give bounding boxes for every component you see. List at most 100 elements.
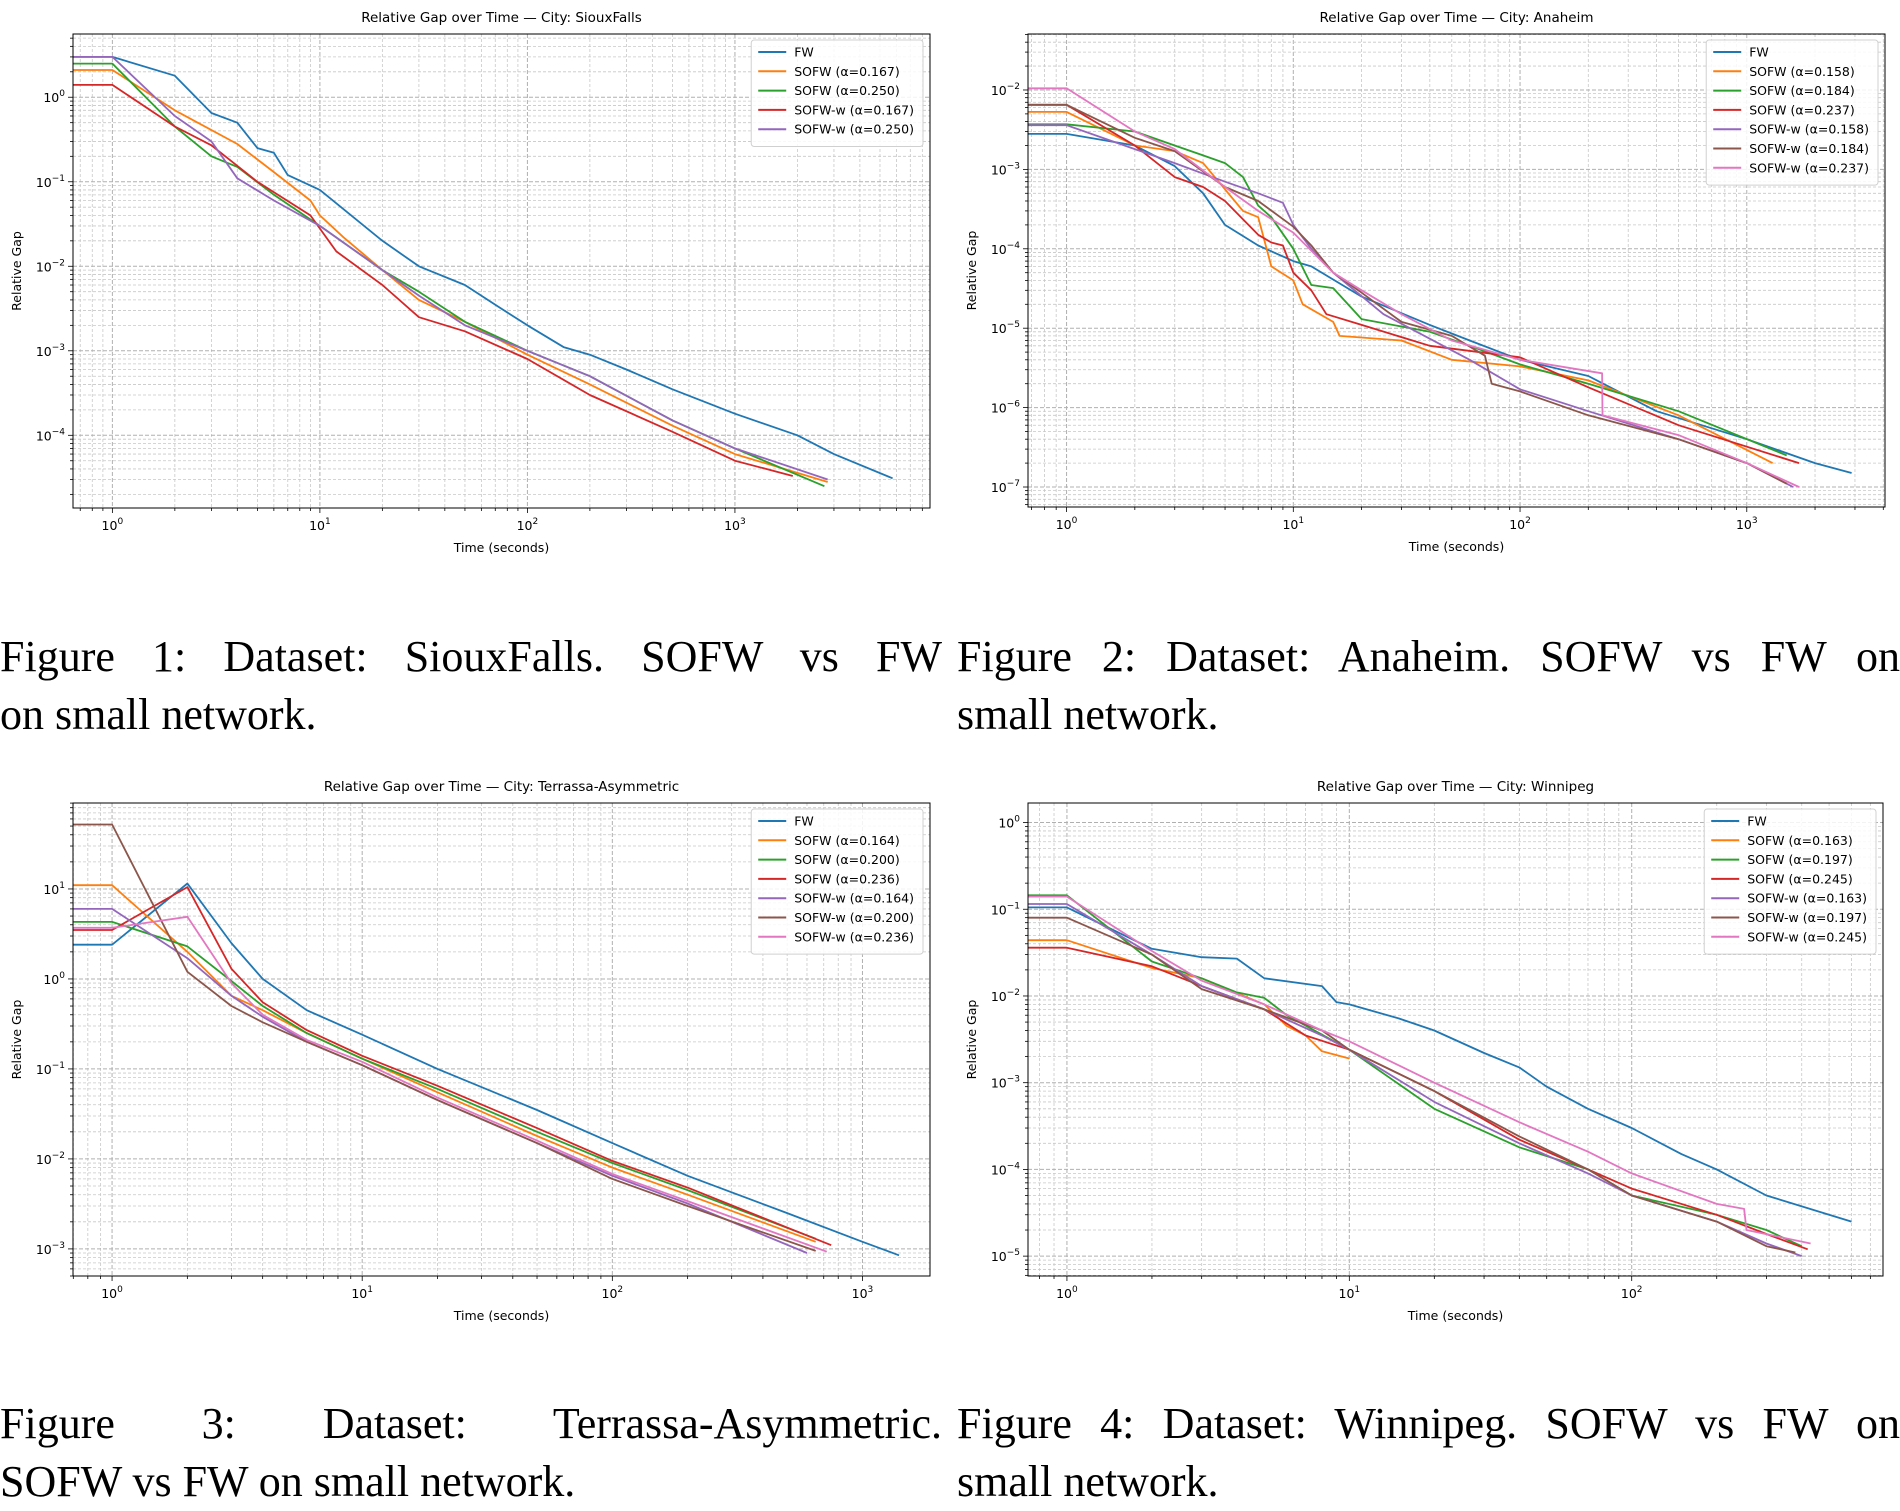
legend-label: SOFW (α=0.200) (794, 852, 900, 867)
tick-label-base: 10 (991, 321, 1007, 336)
legend-box (750, 39, 924, 147)
series-line-sofw-0-167- (73, 69, 828, 483)
chart-title: Relative Gap over Time — City: Anaheim (1320, 10, 1594, 26)
caption-line: SOFW vs FW on small network. (0, 1457, 576, 1506)
tick-label-base: 10 (1621, 1286, 1637, 1301)
legend-item: FW (1711, 814, 1767, 829)
legend-item: SOFW-w (α=0.250) (758, 122, 914, 137)
legend-label: FW (794, 814, 814, 829)
legend-item: SOFW (α=0.200) (758, 852, 900, 867)
tick-label-exponent: 0 (1072, 1285, 1078, 1295)
tick-label-base: 10 (102, 518, 118, 533)
tick-label-base: 10 (43, 90, 59, 105)
legend-item: SOFW-w (α=0.197) (1711, 910, 1867, 925)
legend-item: FW (758, 814, 814, 829)
y-axis-label: Relative Gap (9, 231, 24, 311)
tick-label-base: 10 (991, 1162, 1007, 1177)
legend-label: SOFW (α=0.164) (794, 833, 900, 848)
tick-label-base: 10 (991, 989, 1007, 1004)
axes-frame (1027, 802, 1884, 1277)
y-tick-label: 10−4 (991, 1161, 1020, 1177)
x-tick-label: 103 (1736, 516, 1758, 532)
axes-frame (72, 802, 931, 1277)
tick-label-exponent: 1 (367, 1285, 373, 1295)
tick-label-exponent: 1 (1298, 516, 1304, 526)
legend-label: SOFW-w (α=0.184) (1749, 141, 1869, 156)
legend-label: FW (1749, 45, 1769, 60)
series-line-sofw-0-236- (73, 886, 832, 1247)
tick-label-base: 10 (101, 1286, 117, 1301)
series-line-fw (73, 56, 893, 480)
legend: FW SOFW (α=0.158) SOFW (α=0.184) SOFW (α=0.… (1705, 39, 1879, 186)
tick-label-base: 10 (1056, 1286, 1072, 1301)
y-tick-label: 10−7 (991, 479, 1020, 495)
legend-label: SOFW-w (α=0.164) (794, 891, 914, 906)
legend-label: SOFW (α=0.184) (1749, 83, 1855, 98)
series-line-sofw-w-0-237- (1028, 87, 1800, 488)
tick-label-exponent: 2 (1525, 516, 1531, 526)
axes-frame (72, 33, 931, 509)
caption-line: on small network. (0, 690, 317, 739)
tick-label-base: 10 (36, 1062, 52, 1077)
tick-label-base: 10 (998, 816, 1014, 831)
legend-label: SOFW-w (α=0.158) (1749, 122, 1869, 137)
grid (1028, 803, 1883, 1276)
legend-label: SOFW-w (α=0.197) (1747, 910, 1867, 925)
series-line-sofw-0-164- (73, 884, 817, 1243)
y-tick-label: 10−5 (991, 1248, 1020, 1264)
y-axis-label: Relative Gap (964, 1000, 979, 1080)
y-tick-label: 10−3 (36, 1241, 65, 1257)
y-tick-label: 10−6 (991, 400, 1020, 416)
y-tick-label: 100 (998, 815, 1020, 831)
y-tick-label: 10−1 (991, 901, 1020, 917)
tick-label-exponent: −5 (1007, 320, 1020, 330)
y-tick-label: 10−3 (36, 343, 65, 359)
caption-line: small network. (957, 690, 1219, 739)
tick-label-exponent: 2 (1637, 1285, 1643, 1295)
legend-label: SOFW-w (α=0.245) (1747, 929, 1867, 944)
tick-label-base: 10 (36, 428, 52, 443)
tick-label-base: 10 (1509, 517, 1525, 532)
chart-title: Relative Gap over Time — City: Terrassa-… (324, 779, 679, 795)
legend-label: SOFW (α=0.163) (1747, 833, 1853, 848)
tick-label-exponent: −4 (52, 427, 66, 437)
legend-label: SOFW-w (α=0.250) (794, 122, 914, 137)
legend-item: FW (758, 45, 814, 60)
legend-label: SOFW (α=0.158) (1749, 64, 1855, 79)
caption-line: Figure 3: Dataset: Terrassa-Asymmetric. (0, 1399, 942, 1448)
tick-label-exponent: 0 (1072, 516, 1078, 526)
legend: FW SOFW (α=0.167) SOFW (α=0.250) SOFW-w (α=… (750, 39, 924, 147)
x-axis-label: Time (seconds) (453, 540, 549, 555)
y-tick-label: 10−2 (991, 988, 1020, 1004)
figure-2-caption: Figure 2: Dataset: Anaheim. SOFW vs FW o… (957, 628, 1900, 744)
y-tick-label: 10−3 (991, 161, 1020, 177)
tick-label-base: 10 (36, 344, 52, 359)
x-axis-label: Time (seconds) (1408, 539, 1504, 554)
legend-item: SOFW-w (α=0.164) (758, 891, 914, 906)
series-line-sofw-w-0-245- (1028, 895, 1811, 1245)
legend-label: SOFW (α=0.236) (794, 871, 900, 886)
legend-item: FW (1713, 45, 1769, 60)
legend-item: SOFW (α=0.167) (758, 64, 900, 79)
tick-label-exponent: −1 (52, 174, 65, 184)
tick-label-base: 10 (991, 1249, 1007, 1264)
x-axis-label: Time (seconds) (453, 1308, 549, 1323)
tick-label-base: 10 (991, 83, 1007, 98)
series-line-sofw-0-237- (1028, 103, 1800, 464)
figure-3-caption: Figure 3: Dataset: Terrassa-Asymmetric. … (0, 1395, 942, 1511)
caption-line: small network. (957, 1457, 1219, 1506)
tick-label-exponent: 0 (117, 1285, 123, 1295)
series-lines (1028, 87, 1852, 488)
legend-item: SOFW-w (α=0.237) (1713, 160, 1869, 175)
y-tick-label: 10−2 (36, 258, 65, 274)
y-tick-label: 10−1 (36, 174, 65, 190)
grid (73, 34, 930, 508)
tick-label-exponent: 3 (740, 517, 746, 527)
legend-item: SOFW-w (α=0.184) (1713, 141, 1869, 156)
series-line-sofw-w-0-200- (73, 823, 816, 1252)
legend-box (1703, 808, 1877, 955)
